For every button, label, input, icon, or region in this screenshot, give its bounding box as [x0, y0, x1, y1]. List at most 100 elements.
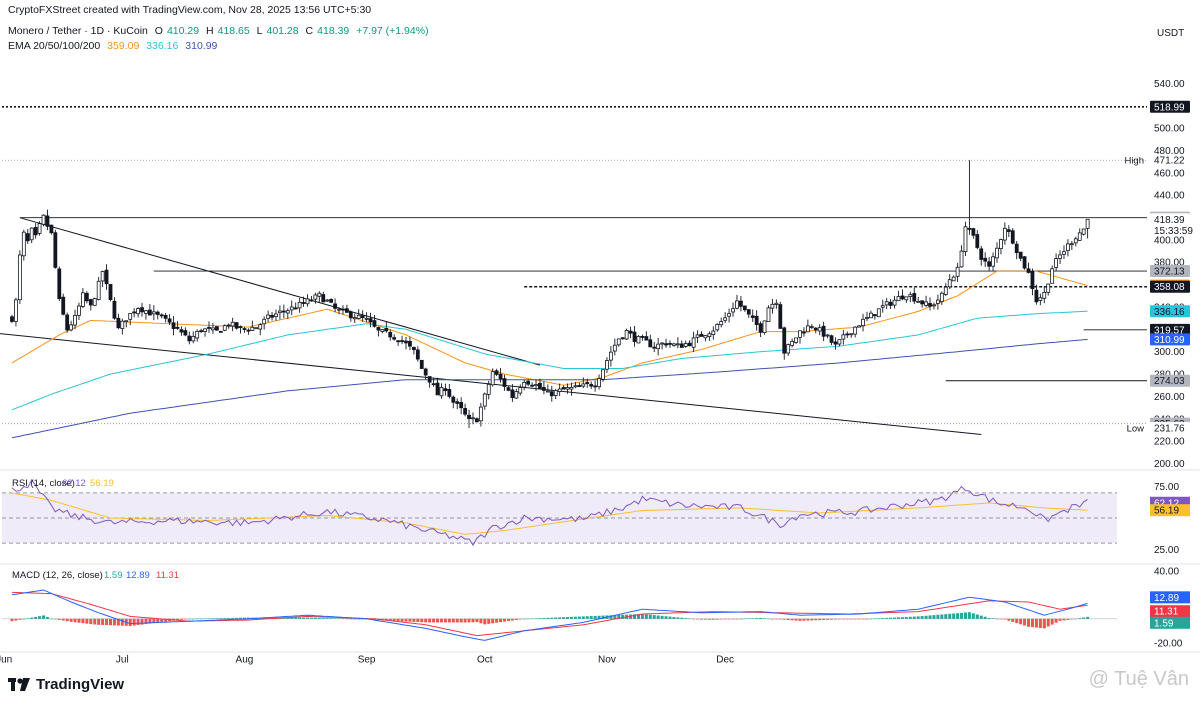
candle-body	[132, 311, 137, 314]
x-axis-tick: Dec	[716, 654, 734, 665]
candle-body	[408, 340, 412, 347]
candle-body	[534, 384, 538, 387]
macd-histogram-bar	[585, 616, 589, 619]
candle-body	[1069, 243, 1074, 246]
candle-body	[746, 309, 751, 315]
macd-histogram-bar	[455, 618, 459, 623]
candle-body	[731, 308, 735, 313]
candle-body	[392, 337, 397, 340]
open-value: 410.29	[166, 25, 200, 37]
candle-body	[943, 286, 948, 295]
candle-body	[187, 335, 192, 342]
macd-histogram-bar	[416, 618, 420, 623]
macd-histogram-bar	[885, 617, 889, 619]
candle-body	[577, 385, 582, 388]
candle-body	[869, 312, 873, 319]
candle-body	[872, 314, 877, 317]
candle-body	[17, 254, 22, 301]
candle-body	[1066, 243, 1070, 252]
ema-label[interactable]: EMA 20/50/100/200	[8, 40, 101, 52]
macd-histogram-bar	[581, 616, 585, 619]
price-label: 471.22	[1154, 156, 1185, 167]
candle-body	[313, 294, 318, 300]
candle-body	[423, 368, 428, 376]
candle-body	[510, 389, 515, 398]
macd-histogram-bar	[554, 617, 558, 619]
macd-histogram-bar	[321, 617, 325, 619]
macd-histogram-bar	[743, 618, 747, 620]
ema50-line	[11, 310, 1088, 411]
macd-histogram-bar	[392, 618, 396, 621]
candle-body	[758, 323, 763, 333]
candle-body	[10, 316, 14, 322]
candle-body	[459, 402, 464, 409]
macd-histogram-bar	[530, 618, 534, 620]
macd-histogram-bar	[963, 612, 967, 619]
macd-histogram-bar	[546, 617, 550, 619]
macd-histogram-bar	[656, 615, 660, 619]
candle-body	[542, 387, 546, 391]
macd-histogram-bar	[1086, 616, 1090, 619]
macd-histogram-bar	[715, 618, 719, 620]
macd-histogram-bar	[227, 618, 231, 619]
candle-body	[490, 371, 495, 386]
macd-histogram-bar	[869, 618, 873, 620]
macd-histogram-bar	[956, 613, 960, 619]
candle-body	[348, 311, 353, 319]
macd-histogram-bar	[983, 616, 987, 619]
macd-histogram-bar	[1058, 618, 1062, 621]
candle-body	[1042, 291, 1047, 299]
macd-histogram-bar	[112, 618, 116, 626]
candle-body	[1077, 232, 1082, 241]
rsi-title: RSI (14, close)	[12, 478, 75, 489]
macd-histogram-bar	[65, 618, 69, 622]
price-label: 358.08	[1154, 282, 1185, 293]
candle-body	[798, 330, 802, 338]
macd-histogram-bar	[30, 617, 34, 619]
macd-histogram-bar	[593, 615, 597, 619]
candle-body	[896, 296, 901, 302]
macd-histogram-bar	[211, 618, 215, 619]
macd-histogram-bar	[333, 618, 337, 619]
candle-body	[573, 385, 578, 388]
macd-histogram-bar	[810, 618, 814, 621]
macd-histogram-bar	[617, 614, 621, 619]
macd-histogram-bar	[81, 618, 85, 624]
macd-histogram-bar	[735, 618, 739, 620]
candle-body	[825, 334, 830, 337]
candle-body	[163, 314, 168, 319]
candle-body	[214, 326, 219, 331]
macd-histogram-bar	[723, 618, 727, 620]
macd-histogram-bar	[1027, 618, 1031, 627]
candle-body	[695, 334, 700, 338]
candle-body	[368, 318, 373, 323]
candle-body	[884, 301, 889, 306]
ema20-value: 359.09	[107, 40, 140, 52]
macd-histogram-bar	[140, 618, 144, 625]
macd-histogram-bar	[436, 618, 440, 623]
candle-body	[333, 303, 337, 309]
candle-body	[112, 300, 117, 319]
price-label: 372.13	[1154, 267, 1185, 278]
macd-histogram-bar	[447, 618, 451, 623]
macd-histogram-bar	[774, 618, 778, 620]
macd-histogram-bar	[203, 618, 207, 620]
price-axis-tick: 480.00	[1154, 146, 1185, 157]
macd-histogram-bar	[286, 617, 290, 619]
macd-histogram-bar	[833, 618, 837, 620]
candle-body	[159, 314, 164, 317]
macd-histogram-bar	[1066, 618, 1070, 620]
macd-histogram-bar	[424, 618, 428, 623]
x-axis-tick: Aug	[236, 654, 254, 665]
candle-body	[175, 326, 180, 329]
candle-body	[750, 315, 755, 318]
candle-body	[794, 337, 798, 343]
macd-histogram-bar	[317, 617, 321, 619]
credit-text: CryptoFXStreet created with TradingView.…	[8, 4, 372, 16]
symbol-title[interactable]: Monero / Tether · 1D · KuCoin	[8, 25, 148, 37]
macd-histogram-bar	[1062, 618, 1066, 621]
rsi-line	[11, 478, 1088, 547]
macd-histogram-bar	[948, 613, 952, 619]
